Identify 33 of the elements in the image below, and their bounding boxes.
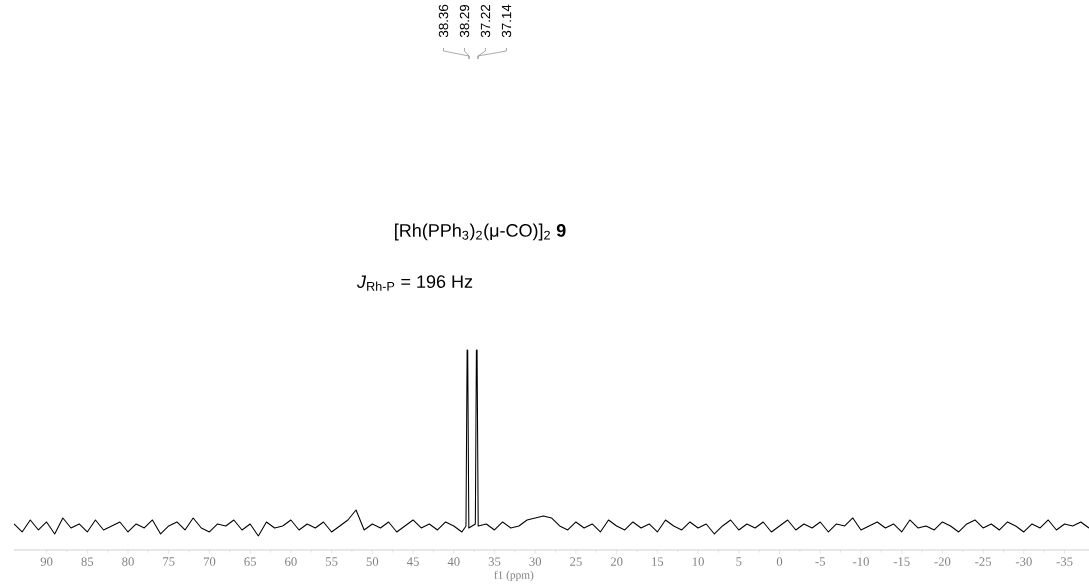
x-tick-label: 5 <box>736 557 742 566</box>
x-tick-label: -15 <box>893 557 910 566</box>
x-tick-label: 85 <box>81 557 94 566</box>
x-tick-label: -35 <box>1056 557 1073 566</box>
x-tick-label: 80 <box>122 557 134 566</box>
x-tick-label: 65 <box>244 557 256 566</box>
x-tick-label: 60 <box>285 557 297 566</box>
x-tick-label: 50 <box>366 557 379 566</box>
x-tick-label: 55 <box>326 557 338 566</box>
x-tick-label: 30 <box>529 557 542 566</box>
x-tick-label: -20 <box>934 557 951 566</box>
x-tick-label: 40 <box>447 557 460 566</box>
x-tick-label: -25 <box>975 557 992 566</box>
x-tick-label: -30 <box>1015 557 1032 566</box>
x-tick-label: 45 <box>406 557 419 566</box>
x-axis-title: f1 (ppm) <box>494 570 534 582</box>
x-tick-label: 20 <box>610 557 623 566</box>
text: J$_{Rh-P}$ = 196 Hz <box>356 275 473 291</box>
text: 37.22 <box>480 4 491 38</box>
x-tick-label: 90 <box>40 557 53 566</box>
x-tick-label: 70 <box>203 557 216 566</box>
x-tick-label: 0 <box>776 557 783 566</box>
x-tick-label: -5 <box>815 557 826 566</box>
x-tick-label: 35 <box>488 557 501 566</box>
text: [Rh(PPh$_{3}$)$_{2}$(μ-CO)]$_{2}$ 9 <box>395 223 566 241</box>
x-tick-label: -10 <box>852 557 869 566</box>
x-tick-label: 75 <box>163 557 175 566</box>
text: 38.36 <box>438 4 449 38</box>
x-tick-label: 15 <box>652 557 664 566</box>
x-tick-label: 25 <box>570 557 582 566</box>
x-tick-label: 10 <box>692 557 704 566</box>
text: 38.29 <box>459 4 470 38</box>
text: 37.14 <box>501 4 512 38</box>
